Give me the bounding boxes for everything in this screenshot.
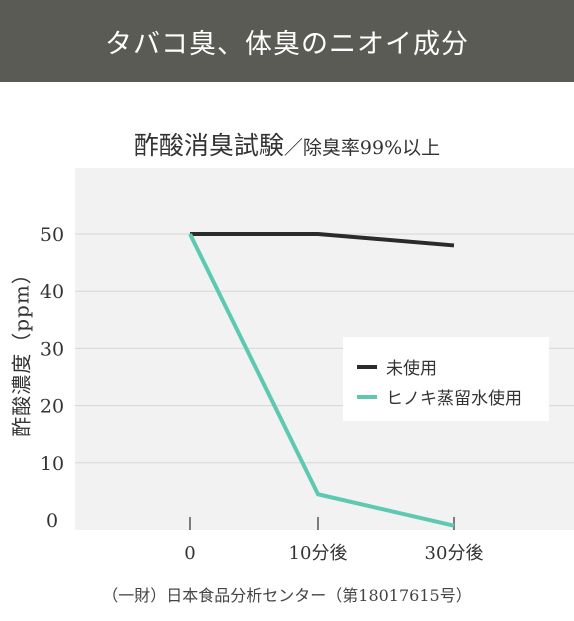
y-tick-label: 10 bbox=[40, 453, 64, 475]
legend-box bbox=[343, 337, 549, 421]
chart-title: 酢酸消臭試験／除臭率99%以上 bbox=[0, 126, 574, 162]
series-line-0 bbox=[190, 232, 455, 248]
source-note: （一財）日本食品分析センター（第18017615号） bbox=[102, 586, 472, 605]
x-tick-label: 30分後 bbox=[425, 543, 484, 564]
chart-title-main: 酢酸消臭試験 bbox=[133, 131, 284, 160]
series-line-1 bbox=[188, 233, 455, 528]
page-title: タバコ臭、体臭のニオイ成分 bbox=[105, 28, 469, 60]
y-tick-label: 20 bbox=[40, 396, 64, 418]
y-tick-label: 30 bbox=[40, 338, 64, 360]
x-tick-label: 10分後 bbox=[289, 543, 348, 564]
y-tick-label: 40 bbox=[40, 281, 64, 303]
legend-label: ヒノキ蒸留水使用 bbox=[386, 388, 522, 409]
y-tick-label: 0 bbox=[46, 510, 58, 532]
header-bar: タバコ臭、体臭のニオイ成分 bbox=[0, 0, 574, 82]
y-tick-label: 50 bbox=[40, 224, 64, 246]
chart-subtitle: ／除臭率99%以上 bbox=[283, 137, 441, 159]
legend-label: 未使用 bbox=[386, 358, 437, 379]
x-tick-label: 0 bbox=[184, 543, 195, 564]
